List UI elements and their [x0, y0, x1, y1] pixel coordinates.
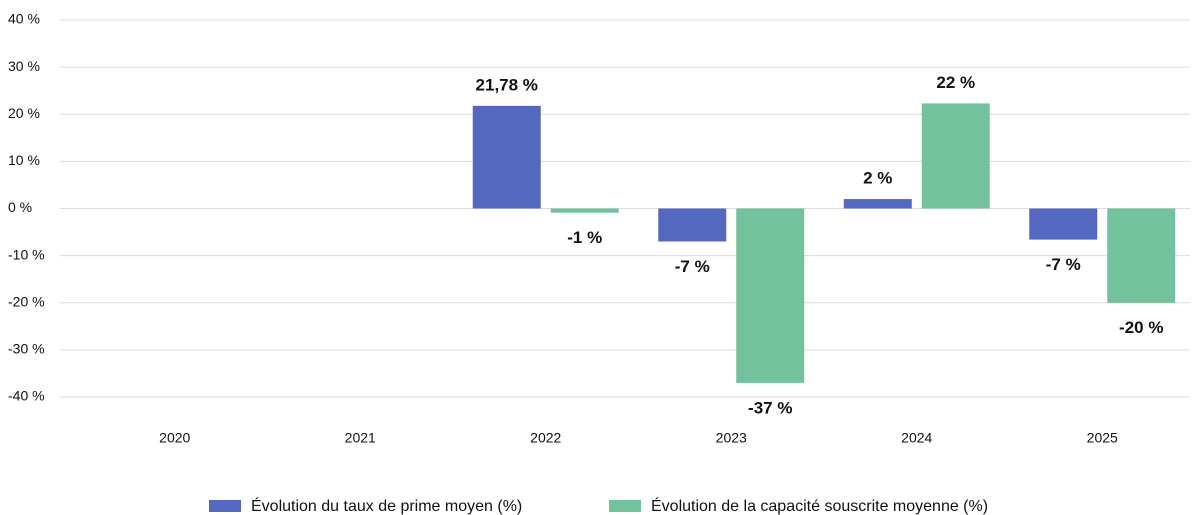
value-label: -20 %	[1119, 318, 1163, 337]
bar	[921, 103, 990, 209]
x-tick-label: 2020	[159, 430, 190, 446]
y-tick-label: -30 %	[8, 341, 45, 357]
value-label: -1 %	[567, 228, 602, 247]
x-tick-label: 2025	[1087, 430, 1118, 446]
y-tick-label: 40 %	[8, 11, 40, 27]
bar	[1029, 208, 1098, 240]
bar	[472, 105, 541, 209]
x-tick-label: 2023	[716, 430, 747, 446]
bar	[736, 208, 805, 383]
value-label: 22 %	[936, 73, 975, 92]
legend-swatch	[609, 500, 641, 512]
y-tick-label: 10 %	[8, 152, 40, 168]
x-tick-label: 2022	[530, 430, 561, 446]
value-label: -37 %	[748, 398, 792, 417]
value-label: -7 %	[675, 257, 710, 276]
bar	[658, 208, 727, 242]
y-tick-label: -40 %	[8, 388, 45, 404]
y-tick-label: -10 %	[8, 246, 45, 262]
y-tick-label: 30 %	[8, 58, 40, 74]
bar	[1107, 208, 1176, 303]
bar	[843, 199, 912, 209]
legend-label: Évolution de la capacité souscrite moyen…	[651, 496, 988, 515]
value-label: -7 %	[1046, 255, 1081, 274]
y-tick-label: 0 %	[8, 199, 32, 215]
y-tick-label: 20 %	[8, 105, 40, 121]
value-label: 21,78 %	[476, 75, 538, 94]
legend-swatch	[209, 500, 241, 512]
bar	[550, 208, 619, 213]
legend-label: Évolution du taux de prime moyen (%)	[251, 496, 522, 515]
y-tick-label: -20 %	[8, 293, 45, 309]
x-tick-label: 2021	[345, 430, 376, 446]
x-tick-label: 2024	[901, 430, 932, 446]
value-label: 2 %	[863, 169, 892, 188]
